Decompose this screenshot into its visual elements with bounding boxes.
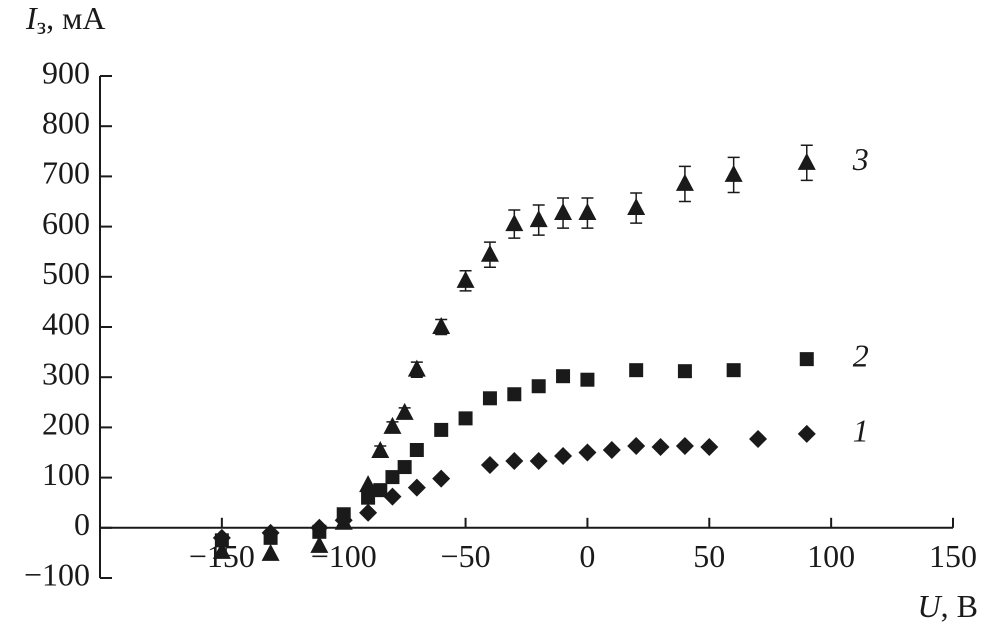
data-point: [359, 475, 378, 493]
y-tick-label: 600: [42, 205, 90, 241]
data-point: [334, 512, 353, 530]
data-point: [212, 541, 231, 559]
data-point: [799, 352, 814, 367]
data-point: [700, 437, 719, 456]
x-label-unit: , В: [941, 588, 978, 624]
x-tick-label: 100: [807, 538, 855, 574]
data-point: [263, 530, 278, 545]
data-point: [407, 478, 426, 497]
y-axis-label: Iз, мА: [25, 0, 106, 39]
series-label: 2: [853, 337, 869, 373]
y-tick-label: 0: [74, 506, 90, 542]
data-point: [651, 437, 670, 456]
data-point: [554, 203, 573, 221]
data-point: [578, 203, 597, 221]
data-point: [383, 487, 402, 506]
y-label-subscript: з: [37, 14, 46, 40]
y-tick-label: −100: [24, 556, 90, 592]
data-point: [675, 173, 694, 191]
data-point: [395, 402, 414, 420]
y-tick-label: 800: [42, 105, 90, 141]
y-label-unit: , мА: [46, 0, 105, 36]
data-point: [797, 152, 816, 170]
data-point: [409, 442, 424, 457]
data-point: [554, 447, 573, 466]
y-tick-label: 400: [42, 305, 90, 341]
data-point: [359, 503, 378, 522]
x-tick-label: 0: [579, 538, 595, 574]
x-label-symbol: U: [918, 588, 943, 624]
data-point: [529, 452, 548, 471]
y-tick-label: 500: [42, 255, 90, 291]
data-point: [383, 416, 402, 434]
data-point: [385, 470, 400, 485]
data-point: [432, 317, 451, 334]
data-point: [434, 422, 449, 437]
x-tick-label: 50: [693, 538, 725, 574]
series-label: 3: [852, 141, 869, 177]
data-point: [312, 524, 327, 539]
data-point: [629, 363, 644, 378]
data-point: [480, 456, 499, 475]
y-tick-label: 900: [42, 54, 90, 90]
x-tick-label: −50: [441, 538, 491, 574]
data-point: [432, 469, 451, 488]
x-axis-label: U, В: [918, 588, 978, 624]
data-point: [529, 210, 548, 228]
data-point: [507, 387, 522, 402]
data-point: [726, 363, 741, 378]
data-point: [602, 440, 621, 459]
data-point: [580, 372, 595, 387]
data-point: [261, 543, 280, 561]
x-tick-label: 150: [929, 538, 977, 574]
data-point: [407, 359, 426, 377]
data-point: [724, 164, 743, 182]
data-point: [578, 443, 597, 462]
data-point: [373, 483, 388, 498]
y-tick-label: 100: [42, 456, 90, 492]
y-tick-label: 700: [42, 155, 90, 191]
data-point: [458, 411, 473, 426]
series-label: 1: [853, 412, 869, 448]
data-point: [505, 214, 524, 232]
data-point: [627, 436, 646, 455]
data-point: [556, 369, 571, 384]
data-point: [677, 364, 692, 379]
data-point: [310, 535, 329, 553]
data-point: [397, 460, 412, 475]
data-point: [627, 198, 646, 216]
y-tick-label: 300: [42, 356, 90, 392]
data-point: [505, 452, 524, 471]
y-label-symbol: I: [25, 0, 38, 36]
data-point: [797, 424, 816, 443]
data-point: [531, 379, 546, 394]
data-point: [749, 429, 768, 448]
data-point: [482, 391, 497, 406]
data-point: [480, 244, 499, 262]
y-tick-label: 200: [42, 406, 90, 442]
data-point: [675, 436, 694, 455]
data-point: [456, 270, 475, 288]
data-point: [371, 440, 390, 458]
data-point: [361, 490, 376, 505]
data-point: [214, 533, 229, 548]
